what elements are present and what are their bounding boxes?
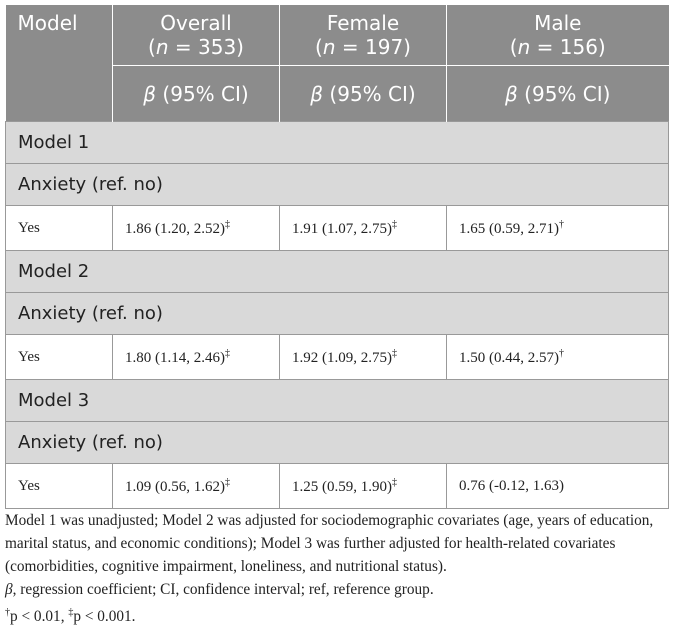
header-row: β (95% CI) β (95% CI) β (95% CI): [6, 65, 669, 122]
cell-value: 1.65 (0.59, 2.71): [459, 220, 559, 237]
sample-part: = 197): [335, 35, 411, 59]
cell-note: ‡: [392, 218, 397, 230]
table-wrap: Model Overall (n = 353) Female (n = 197) Male…: [5, 5, 669, 509]
cell-value: 1.92 (1.09, 2.75): [292, 349, 392, 366]
header-cell: Male (n = 156): [446, 5, 669, 66]
data-cell: 1.91 (1.07, 2.75)‡: [279, 205, 447, 251]
row-label: Yes: [5, 463, 113, 509]
sample-size: (n = 197): [284, 35, 442, 59]
cell-value: 1.86 (1.20, 2.52): [125, 220, 225, 237]
significance-part: p < 0.001.: [73, 608, 136, 626]
sample-part: (: [315, 35, 323, 59]
header-cell: Overall (n = 353): [112, 5, 280, 66]
cell-note: ‡: [392, 476, 397, 488]
cell-value: 1.09 (0.56, 1.62): [125, 478, 225, 495]
table-body: Model Overall (n = 353) Female (n = 197) Male…: [5, 5, 669, 509]
section-row: Anxiety (ref. no): [5, 421, 669, 464]
data-row: Yes 1.80 (1.14, 2.46)‡ 1.92 (1.09, 2.75)‡ 1…: [5, 334, 669, 380]
header-row: Model Overall (n = 353) Female (n = 197) Male…: [5, 5, 669, 122]
data-row: Yes 1.86 (1.20, 2.52)‡ 1.91 (1.07, 2.75)‡ 1…: [5, 205, 669, 251]
sample-part: n: [322, 35, 336, 59]
sample-part: (: [509, 35, 518, 59]
sample-part: n: [155, 35, 169, 59]
data-cell: 1.92 (1.09, 2.75)‡: [279, 334, 447, 380]
section-title: Model 2: [5, 250, 669, 293]
section-subtitle: Anxiety (ref. no): [5, 292, 669, 335]
cell-note: ‡: [225, 476, 230, 488]
cell-value: 0.76 (-0.12, 1.63): [459, 477, 564, 494]
stat-part: β: [505, 81, 518, 106]
footnotes: Model 1 was unadjusted; Model 2 was adju…: [5, 509, 668, 628]
cell-note: †: [559, 218, 564, 230]
data-cell: 1.86 (1.20, 2.52)‡: [112, 205, 280, 251]
section-subtitle: Anxiety (ref. no): [5, 163, 669, 206]
cell-note: †: [559, 347, 564, 359]
stat-part: (95% CI): [517, 81, 611, 106]
sample-part: = 156): [530, 35, 606, 59]
header-cell: Female (n = 197): [279, 5, 447, 66]
data-cell: 1.09 (0.56, 1.62)‡: [112, 463, 280, 509]
section-subtitle: Anxiety (ref. no): [5, 421, 669, 464]
abbrev-part: β: [5, 581, 13, 598]
data-cell: 1.50 (0.44, 2.57)†: [446, 334, 669, 380]
row-label: Yes: [5, 205, 113, 251]
section-row: Model 3: [5, 379, 669, 422]
data-cell: 1.65 (0.59, 2.71)†: [446, 205, 669, 251]
data-cell: 1.80 (1.14, 2.46)‡: [112, 334, 280, 380]
section-title: Model 3: [5, 379, 669, 422]
header-cell: Model: [5, 5, 113, 122]
section-row: Model 2: [5, 250, 669, 293]
header-cell: β (95% CI): [446, 65, 669, 122]
row-label: Yes: [5, 334, 113, 380]
section-title: Model 1: [5, 121, 669, 164]
cell-note: ‡: [392, 347, 397, 359]
section-row: Model 1: [5, 121, 669, 164]
section-row: Anxiety (ref. no): [5, 292, 669, 335]
footnote-paragraph: Model 1 was unadjusted; Model 2 was adju…: [5, 512, 654, 575]
header-cell: β (95% CI): [279, 65, 447, 122]
column-name: Overall: [160, 11, 232, 35]
significance-part: p < 0.01,: [10, 608, 69, 626]
sample-size: (n = 156): [451, 35, 665, 59]
stat-part: (95% CI): [323, 81, 416, 106]
abbrev-part: , regression coefficient; CI, confidence…: [12, 581, 434, 598]
column-name: Female: [326, 11, 400, 35]
sample-size: (n = 353): [117, 35, 275, 59]
header-cell: β (95% CI): [112, 65, 280, 122]
significance-part: ‡: [68, 607, 74, 618]
data-row: Yes 1.09 (0.56, 1.62)‡ 1.25 (0.59, 1.90)‡ 0…: [5, 463, 669, 509]
stat-part: β: [310, 81, 324, 106]
stat-part: (95% CI): [156, 81, 249, 106]
footnote-abbreviations: β, regression coefficient; CI, confidenc…: [5, 578, 668, 601]
column-name: Male: [534, 11, 582, 35]
sample-part: (: [148, 35, 156, 59]
section-row: Anxiety (ref. no): [5, 163, 669, 206]
sample-part: = 353): [168, 35, 244, 59]
sample-part: n: [517, 35, 531, 59]
data-cell: 1.25 (0.59, 1.90)‡: [279, 463, 447, 509]
footnote-significance: †p < 0.01, ‡p < 0.001.: [5, 601, 668, 628]
cell-note: ‡: [225, 347, 230, 359]
results-table: Model Overall (n = 353) Female (n = 197) Male…: [5, 5, 669, 509]
data-cell: 0.76 (-0.12, 1.63): [446, 463, 669, 509]
cell-value: 1.25 (0.59, 1.90): [292, 478, 392, 495]
cell-note: ‡: [225, 218, 230, 230]
cell-value: 1.80 (1.14, 2.46): [125, 349, 225, 366]
significance-part: †: [5, 607, 10, 618]
stat-part: β: [143, 81, 157, 106]
cell-value: 1.91 (1.07, 2.75): [292, 220, 392, 237]
cell-value: 1.50 (0.44, 2.57): [459, 349, 559, 366]
